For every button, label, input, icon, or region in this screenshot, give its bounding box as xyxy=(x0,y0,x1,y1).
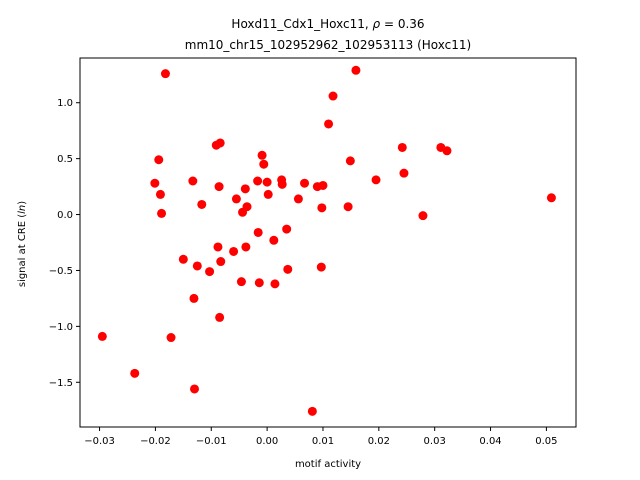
data-point-53 xyxy=(371,175,381,185)
data-point-19 xyxy=(215,138,225,148)
data-point-14 xyxy=(205,267,215,277)
data-point-27 xyxy=(242,202,252,212)
data-point-50 xyxy=(343,202,353,212)
data-point-51 xyxy=(345,156,355,166)
data-point-35 xyxy=(269,235,279,245)
data-point-45 xyxy=(316,262,326,272)
x-tick-label: 0.02 xyxy=(368,436,390,447)
data-point-8 xyxy=(178,254,188,264)
data-point-11 xyxy=(190,384,199,394)
y-tick-label: 0.0 xyxy=(57,210,73,221)
data-point-22 xyxy=(231,194,241,204)
x-tick-label: −0.03 xyxy=(84,436,115,447)
data-point-33 xyxy=(262,177,272,187)
data-point-36 xyxy=(270,279,280,289)
y-axis-ticks: −1.5 −1.0 −0.5 0.0 0.5 1.0 xyxy=(49,98,80,389)
data-point-47 xyxy=(318,180,328,190)
x-tick-label: −0.02 xyxy=(140,436,171,447)
data-point-29 xyxy=(253,227,263,237)
data-point-26 xyxy=(241,242,251,252)
data-point-2 xyxy=(150,178,160,188)
data-point-6 xyxy=(160,69,170,79)
data-point-28 xyxy=(253,176,263,186)
data-point-7 xyxy=(166,333,176,343)
x-tick-label: −0.01 xyxy=(196,436,227,447)
y-axis-label: signal at CRE (ln) xyxy=(17,201,28,287)
data-point-5 xyxy=(157,208,167,218)
data-point-55 xyxy=(399,168,409,178)
data-point-12 xyxy=(192,261,202,271)
data-point-42 xyxy=(300,178,310,188)
y-tick-label: −1.0 xyxy=(49,322,73,333)
y-tick-label: −1.5 xyxy=(49,378,73,389)
x-axis-label: motif activity xyxy=(295,459,361,470)
data-point-23 xyxy=(236,277,246,287)
data-point-9 xyxy=(188,176,198,186)
y-tick-label: 1.0 xyxy=(57,98,73,109)
data-point-58 xyxy=(442,146,452,156)
data-point-34 xyxy=(263,189,273,199)
data-point-32 xyxy=(259,159,269,169)
data-point-59 xyxy=(546,193,556,203)
data-point-20 xyxy=(216,257,226,267)
data-point-4 xyxy=(155,189,165,199)
data-point-43 xyxy=(307,406,317,416)
data-point-48 xyxy=(324,119,334,129)
axes-frame xyxy=(79,57,577,428)
chart-title-line2: mm10_chr15_102952962_102953113 (Hoxc11) xyxy=(185,38,471,52)
data-point-49 xyxy=(328,91,338,101)
x-tick-label: 0.03 xyxy=(424,436,446,447)
data-point-13 xyxy=(197,199,207,209)
data-point-40 xyxy=(283,264,293,274)
x-tick-label: 0.05 xyxy=(535,436,557,447)
data-point-46 xyxy=(317,203,327,213)
chart-title-line1: Hoxd11_Cdx1_Hoxc11, ρ = 0.36 xyxy=(231,17,424,31)
x-tick-label: 0.00 xyxy=(256,436,278,447)
data-point-10 xyxy=(189,293,199,303)
data-point-18 xyxy=(215,312,225,322)
y-tick-label: −0.5 xyxy=(49,266,73,277)
data-point-38 xyxy=(277,179,287,189)
y-tick-label: 0.5 xyxy=(57,154,73,165)
data-point-0 xyxy=(97,331,107,341)
x-tick-label: 0.04 xyxy=(479,436,501,447)
data-point-39 xyxy=(282,224,292,234)
plot-area xyxy=(97,65,556,416)
data-point-30 xyxy=(254,278,264,288)
data-point-25 xyxy=(240,184,250,194)
x-axis-ticks: −0.03 −0.02 −0.01 0.00 0.01 0.02 0.03 0.04 0.05 xyxy=(84,427,558,447)
data-point-31 xyxy=(257,150,267,160)
data-point-56 xyxy=(418,211,428,221)
data-point-17 xyxy=(214,182,224,192)
data-point-1 xyxy=(130,368,140,378)
data-point-54 xyxy=(397,142,407,152)
data-point-3 xyxy=(154,155,164,165)
data-point-16 xyxy=(213,242,223,252)
data-point-52 xyxy=(351,65,361,75)
data-point-41 xyxy=(293,194,303,204)
data-point-21 xyxy=(229,246,239,256)
x-tick-label: 0.01 xyxy=(312,436,334,447)
